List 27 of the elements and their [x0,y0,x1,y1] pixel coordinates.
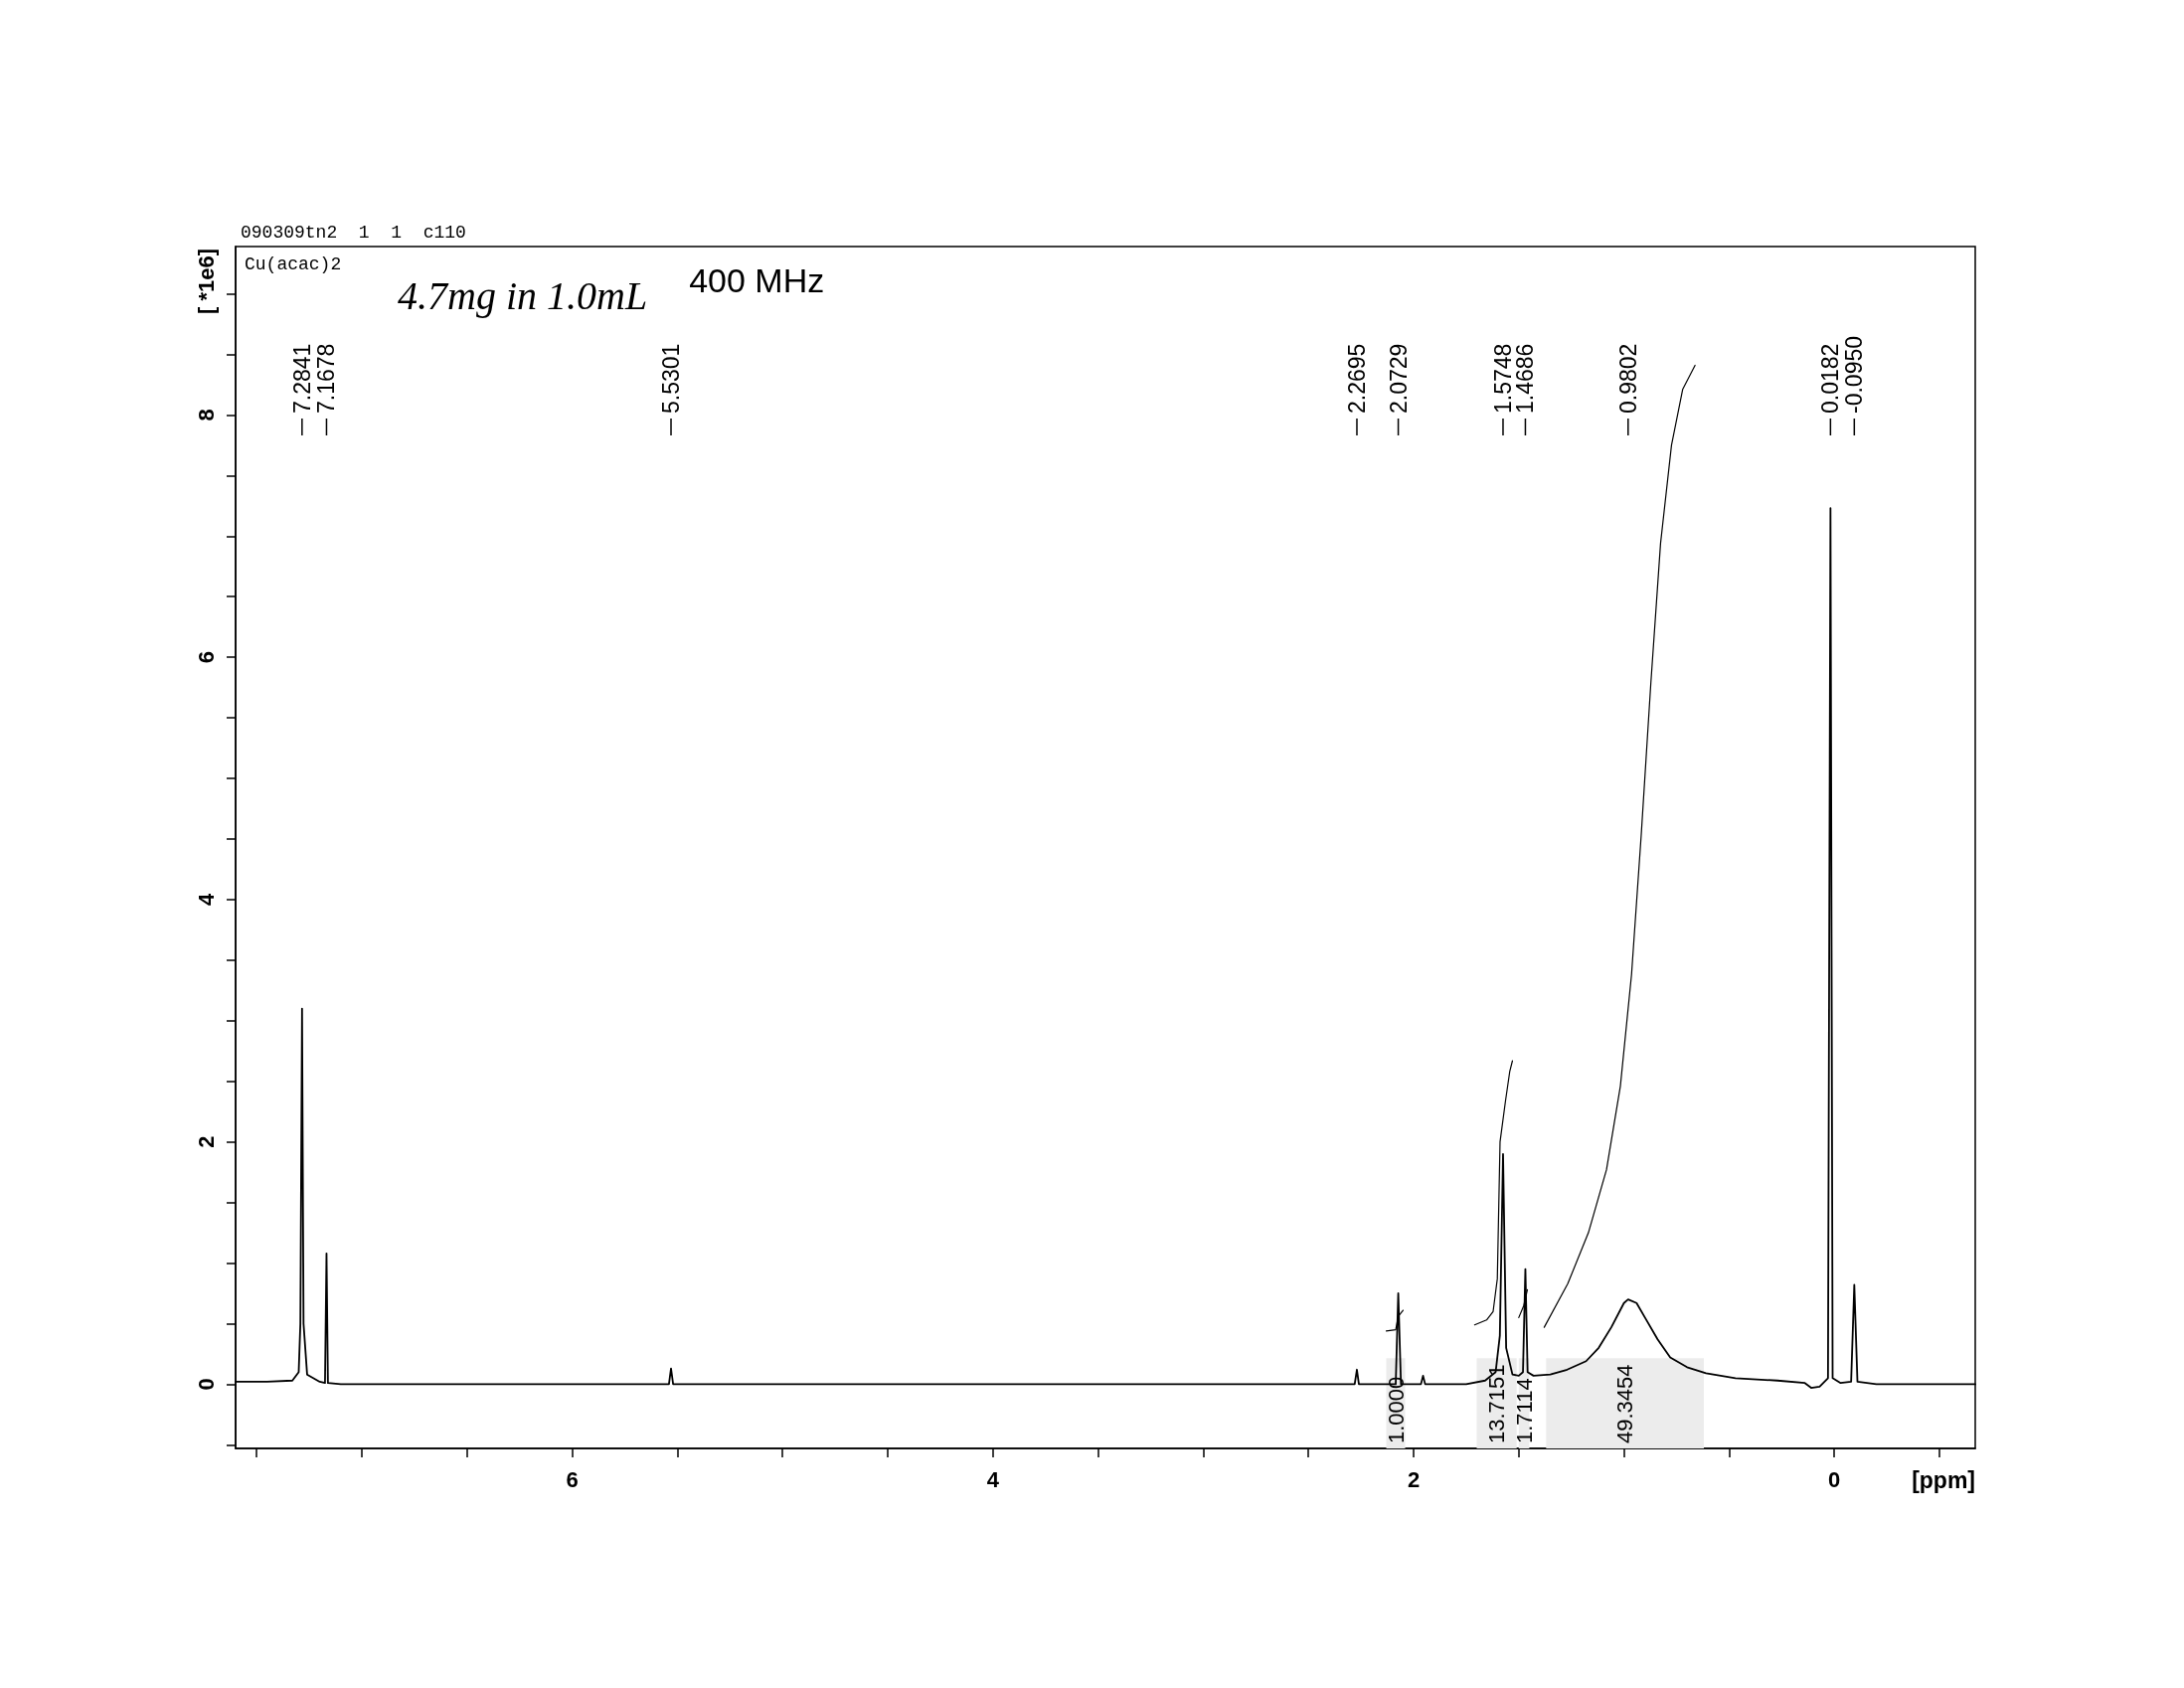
annotation: 4.7mg in 1.0mL [398,272,648,318]
y-axis-title: [ *1e6] [193,249,219,315]
annotation: 0.9802 [1614,343,1641,414]
annotation: 5.5301 [658,343,685,414]
band-label: 13.7151 [1484,1364,1510,1443]
band-label: 49.3454 [1612,1364,1638,1443]
x-tick-label: 0 [1828,1466,1841,1492]
annotation: 7.2841 [288,343,315,414]
x-tick-label: 4 [986,1466,1000,1492]
y-tick-label: 4 [193,893,219,907]
band-label: 1.7114 [1511,1378,1537,1443]
annotation: 2.2695 [1343,343,1370,414]
annotation: 7.1678 [313,343,340,414]
chart-subtitle: Cu(acac)2 [245,254,342,274]
y-tick-label: 0 [193,1378,219,1391]
y-tick-label: 2 [193,1135,219,1148]
y-tick-label: 8 [193,409,219,422]
y-tick-label: 6 [193,651,219,664]
annotation: 0.0182 [1817,343,1844,414]
annotation: -0.0950 [1841,335,1868,414]
x-tick-label: 2 [1407,1466,1421,1492]
x-tick-label: 6 [566,1466,579,1492]
band-label: 1.0000 [1383,1376,1409,1443]
annotation: 2.0729 [1385,343,1412,414]
chart-title: 090309tn2 1 1 c110 [241,223,466,243]
annotation: 400 MHz [689,261,825,299]
x-axis-title: [ppm] [1912,1467,1975,1493]
